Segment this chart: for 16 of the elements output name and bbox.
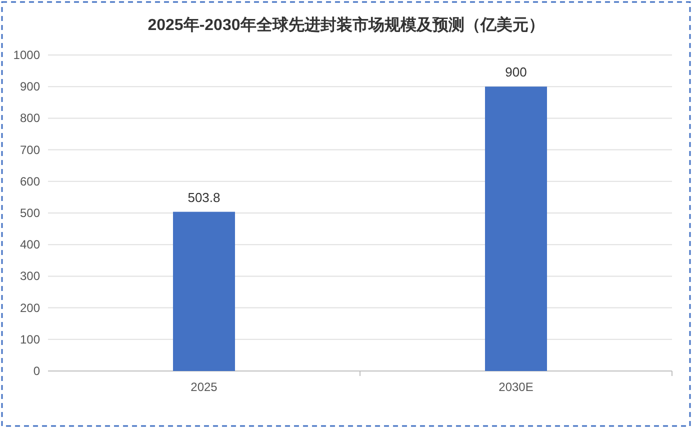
ytick: 900 — [20, 80, 40, 94]
ytick: 400 — [20, 238, 40, 252]
title: 2025年-2030年全球先进封装市场规模及预测（亿美元） — [148, 17, 544, 34]
xtick: 2025 — [190, 380, 218, 394]
ytick: 600 — [20, 174, 40, 188]
ytick: 300 — [20, 269, 40, 284]
ytick: 200 — [20, 300, 40, 315]
data-label: 900 — [505, 64, 527, 80]
ytick: 500 — [20, 206, 40, 220]
ytick: 1000 — [13, 48, 40, 62]
ytick: 100 — [20, 332, 40, 346]
ytick: 700 — [20, 142, 40, 157]
data-label: 503.8 — [188, 190, 220, 205]
ytick: 0 — [33, 364, 40, 378]
xtick: 2030E — [498, 380, 534, 394]
ytick: 800 — [20, 111, 40, 126]
